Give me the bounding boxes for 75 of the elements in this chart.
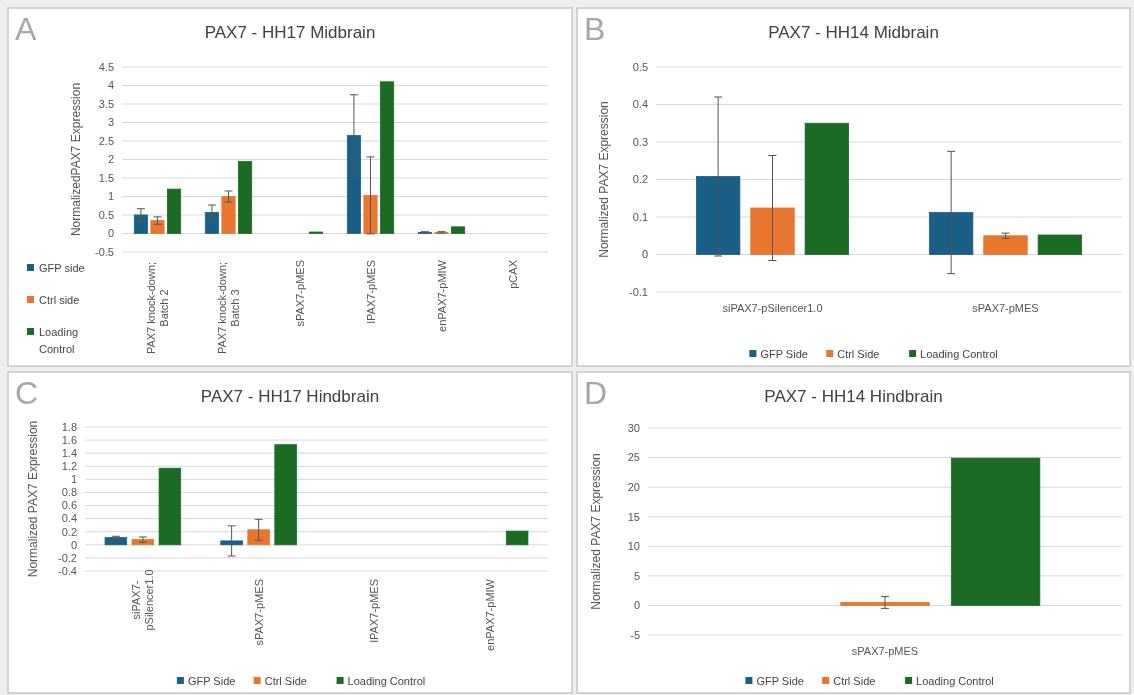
x-tick-label: siPAX7-pSilencer1.0 <box>722 302 823 314</box>
x-tick-label: lPAX7-pMES <box>368 579 381 643</box>
x-tick-label: pCAX <box>506 259 519 289</box>
y-tick-label: 4.5 <box>98 60 114 73</box>
x-tick-label: PAX7 knock-down; Batch 3 <box>216 261 241 355</box>
legend-label: Loading Control <box>39 326 79 355</box>
y-tick-label: 1.4 <box>61 447 77 460</box>
y-tick-label: 0.3 <box>632 135 648 148</box>
legend-label: Ctrl Side <box>837 348 880 360</box>
y-tick-label: 1 <box>107 190 114 203</box>
x-tick-label: enPAX7-pMIW <box>484 578 497 651</box>
y-tick-label: -5 <box>630 628 640 641</box>
chart-title: PAX7 - HH14 Midbrain <box>768 23 939 42</box>
text: C <box>15 375 39 411</box>
y-tick-label: 0 <box>641 248 648 261</box>
legend-label: GFP Side <box>760 348 808 360</box>
legend-label: Ctrl side <box>39 294 80 306</box>
y-tick-label: 0.5 <box>632 60 648 73</box>
x-tick-label: sPAX7-pMES <box>252 579 265 646</box>
legend-label: GFP Side <box>187 675 236 687</box>
y-tick-label: 0 <box>70 538 77 551</box>
y-tick-label: 0.5 <box>98 208 114 221</box>
x-tick-label: lPAX7-pMES <box>364 260 377 324</box>
y-tick-label: 30 <box>627 421 640 434</box>
y-tick-label: 3.5 <box>98 97 114 110</box>
text: D <box>584 375 608 411</box>
y-tick-label: 0 <box>107 227 114 240</box>
y-tick-label: 5 <box>633 569 640 582</box>
legend-label: Loading Control <box>916 675 994 687</box>
y-tick-label: 1.6 <box>61 433 77 446</box>
y-tick-label: 0 <box>633 599 640 612</box>
chart-title: PAX7 - HH17 Hindbrain <box>200 387 380 406</box>
x-tick-label: sPAX7-pMES <box>293 260 306 327</box>
y-tick-label: 0.2 <box>632 173 648 186</box>
y-tick-label: 20 <box>627 480 640 493</box>
y-tick-label: 1 <box>70 473 77 486</box>
y-tick-label: -0.2 <box>58 551 77 564</box>
y-tick-label: 3 <box>107 116 114 129</box>
y-tick-label: 0.2 <box>61 525 77 538</box>
y-tick-label: -0.4 <box>58 564 77 577</box>
legend-label: Ctrl Side <box>264 675 307 687</box>
legend-label: GFP Side <box>756 675 804 687</box>
y-tick-label: 1.8 <box>61 420 77 433</box>
y-tick-label: 10 <box>627 540 640 553</box>
text: A <box>15 11 37 47</box>
y-axis-title: NormalizedPAX7 Expression <box>69 82 83 237</box>
x-tick-label: sPAX7-pMES <box>851 645 919 657</box>
y-tick-label: 4 <box>107 79 114 92</box>
y-tick-label: -0.5 <box>95 245 114 258</box>
y-tick-label: 0.1 <box>632 210 648 223</box>
y-tick-label: -0.1 <box>629 285 648 298</box>
x-tick-label: sPAX7-pMES <box>972 302 1039 314</box>
y-tick-label: 15 <box>627 510 640 523</box>
y-tick-label: 1.5 <box>98 171 114 184</box>
y-tick-label: 2 <box>107 153 114 166</box>
y-tick-label: 0.8 <box>61 486 77 499</box>
legend-label: Loading Control <box>920 348 998 360</box>
legend-label: GFP side <box>39 262 85 274</box>
y-tick-label: 1.2 <box>61 460 77 473</box>
y-axis-title: Normalized PAX7 Expression <box>589 453 603 610</box>
legend-label: Ctrl Side <box>833 675 876 687</box>
x-tick-label: siPAX7-pSilencer1.0 <box>130 569 156 631</box>
y-axis-title: Normalized PAX7 Expression <box>597 101 611 258</box>
y-tick-label: 25 <box>627 451 640 464</box>
chart-title: PAX7 - HH17 Midbrain <box>204 23 376 42</box>
x-tick-label: PAX7 knock-down; Batch 2 <box>145 261 170 355</box>
x-tick-label: enPAX7-pMIW <box>435 259 448 332</box>
y-axis-title: Normalized PAX7 Expression <box>26 420 40 578</box>
legend-label: Loading Control <box>347 675 426 687</box>
text: B <box>584 11 606 47</box>
y-tick-label: 2.5 <box>98 134 114 147</box>
y-tick-label: 0.4 <box>632 98 648 111</box>
y-tick-label: 0.4 <box>61 512 77 525</box>
y-tick-label: 0.6 <box>61 499 77 512</box>
chart-title: PAX7 - HH14 Hindbrain <box>764 387 943 406</box>
